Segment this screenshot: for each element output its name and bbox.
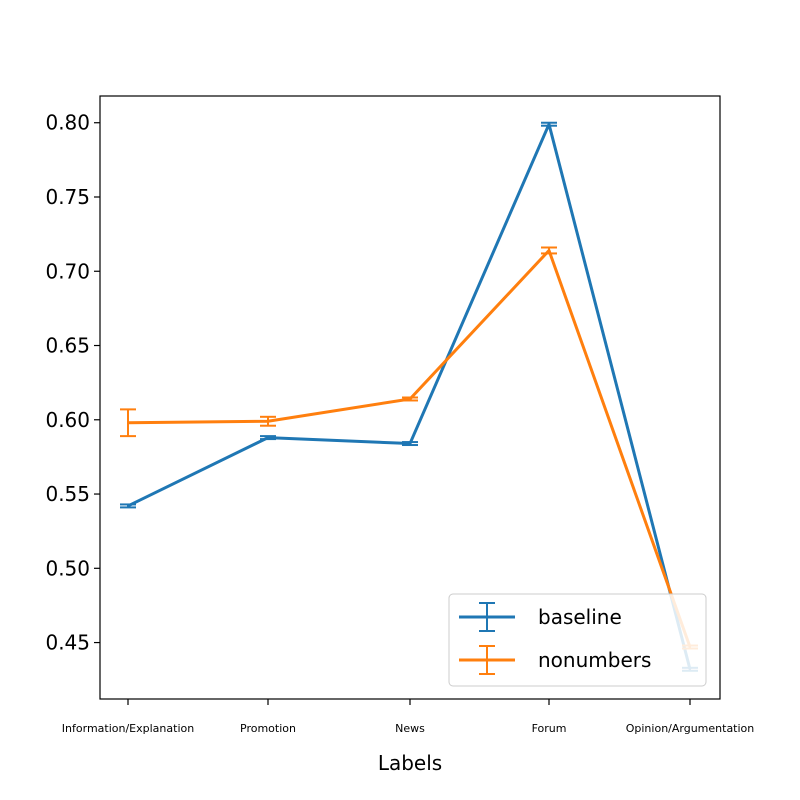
error-bar [260,415,276,427]
x-axis-ticks: Information/Explanation Promotion News Foru… [62,699,754,735]
error-bar [541,121,557,127]
y-tick-label: 0.65 [45,334,90,358]
series-layer [120,121,698,672]
y-tick-label: 0.70 [45,259,90,283]
error-bar [402,441,418,447]
x-tick-label: Promotion [240,722,296,735]
legend-item-nonumbers: nonumbers [459,645,651,675]
y-tick-label: 0.45 [45,631,90,655]
x-axis-label: Labels [378,751,442,775]
error-bar [402,396,418,402]
error-bar [120,503,136,509]
y-tick-label: 0.80 [45,111,90,135]
y-tick-label: 0.50 [45,556,90,580]
x-tick-label: News [395,722,425,735]
y-tick-label: 0.55 [45,482,90,506]
legend-item-baseline: baseline [459,602,622,632]
x-tick-label: Opinion/Argumentation [626,722,755,735]
series-nonumbers [120,246,698,650]
plot-frame [99,95,721,700]
x-tick-label: Forum [532,722,567,735]
error-bar [120,408,136,438]
error-bar [541,246,557,255]
x-tick-label: Information/Explanation [62,722,194,735]
legend: baseline nonumbers [448,593,707,687]
y-axis-ticks: 0.45 0.50 0.55 0.60 0.65 0.70 0.75 0.80 [45,111,100,655]
legend-label: nonumbers [538,648,651,672]
y-tick-label: 0.75 [45,185,90,209]
error-bar [260,435,276,441]
y-tick-label: 0.60 [45,408,90,432]
legend-label: baseline [538,605,622,629]
